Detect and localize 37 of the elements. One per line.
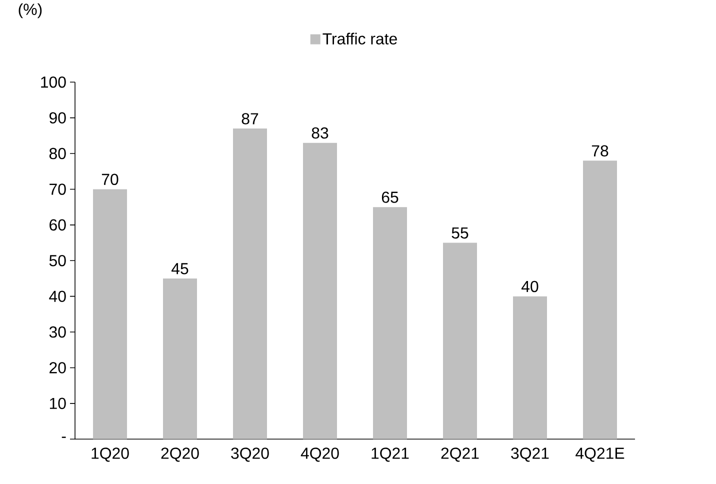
- data-label: 65: [382, 192, 398, 203]
- y-tick-label: 80: [49, 148, 66, 160]
- x-tick-label: 4Q20: [300, 448, 339, 462]
- data-label: 40: [521, 280, 538, 292]
- x-tick-label: 1Q20: [92, 448, 129, 462]
- y-axis-title: (%): [18, 3, 42, 18]
- bar: [303, 142, 338, 440]
- x-tick-label: 3Q21: [511, 448, 549, 462]
- y-tick-label: 40: [49, 290, 66, 302]
- y-tick-label: 100: [41, 76, 66, 88]
- legend-label: Traffic rate: [322, 32, 397, 44]
- data-label: 45: [172, 263, 188, 274]
- bar: [233, 128, 268, 440]
- data-label: 87: [242, 113, 258, 124]
- bar: [163, 278, 198, 440]
- y-tick-label: 50: [49, 254, 66, 266]
- data-label: 55: [452, 227, 468, 239]
- bar: [93, 189, 128, 440]
- x-tick-label: 4Q21E: [576, 448, 624, 462]
- x-tick-label: 2Q21: [441, 448, 479, 462]
- y-tick-label: 10: [50, 398, 66, 410]
- data-label: 70: [102, 174, 118, 185]
- y-tick-label: 70: [50, 184, 66, 195]
- bar: [373, 207, 407, 440]
- x-tick-label: 1Q21: [372, 448, 409, 462]
- data-label: 83: [312, 127, 328, 139]
- y-tick-label: -: [62, 436, 66, 438]
- data-label: 78: [592, 145, 608, 156]
- y-tick-label: 20: [50, 362, 66, 374]
- bar: [513, 296, 547, 440]
- y-tick-label: 30: [49, 326, 66, 338]
- y-tick-label: 90: [50, 112, 66, 124]
- bar: [443, 242, 477, 440]
- bar: [582, 160, 617, 440]
- x-tick-label: 2Q20: [161, 448, 199, 462]
- y-tick-label: 60: [50, 219, 66, 231]
- x-tick-label: 3Q20: [231, 448, 269, 462]
